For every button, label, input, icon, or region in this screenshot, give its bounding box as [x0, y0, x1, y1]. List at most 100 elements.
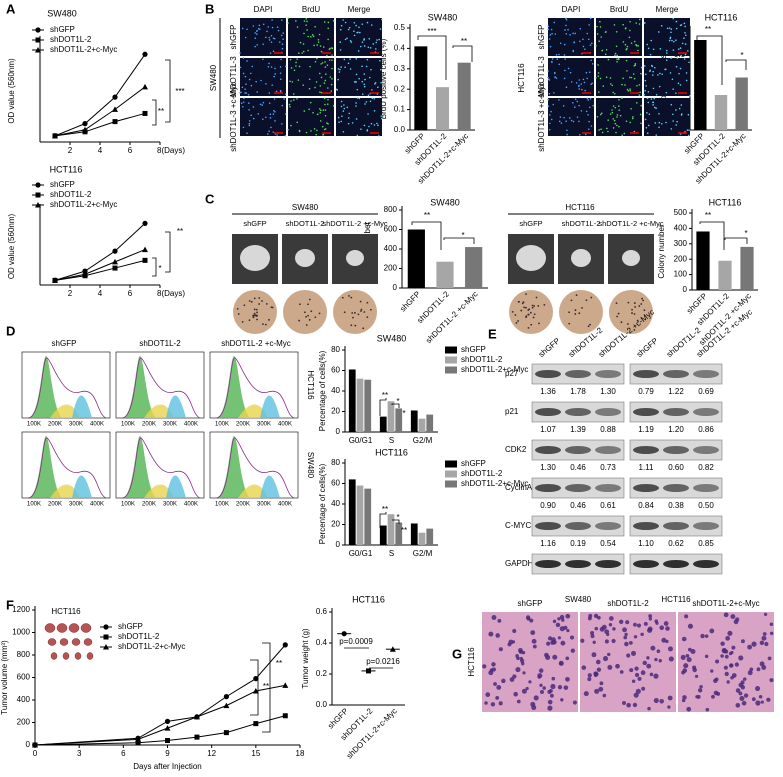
quant-value: 0.54 [600, 539, 616, 548]
cell-dot [366, 58, 369, 61]
cell-dot [367, 94, 370, 97]
nucleus [761, 635, 767, 641]
cell-dot [270, 34, 273, 37]
annotation: * [402, 409, 405, 418]
cell-dot [621, 83, 623, 86]
envelope [121, 437, 201, 499]
nucleus [491, 615, 497, 620]
bar [436, 261, 454, 288]
series-line [54, 53, 146, 137]
cell-dot [246, 60, 248, 62]
cell-dot [572, 120, 575, 123]
nucleus [641, 686, 646, 691]
legend-label: shDOT1L-2+c-Myc [50, 200, 117, 209]
nucleus [485, 692, 491, 698]
colony-dot [253, 312, 256, 315]
legend-label: shDOT1L-2+c-Myc [461, 365, 528, 374]
colony-dot [643, 309, 646, 312]
cell-dot [342, 19, 344, 21]
nucleus [634, 666, 639, 671]
cell-dot [320, 50, 323, 53]
marker [112, 119, 118, 125]
cell-dot [588, 24, 590, 26]
x-tick-label: 400K [184, 422, 198, 428]
cell-dot [302, 84, 305, 86]
colony-dot [633, 302, 636, 304]
cell-dot [675, 92, 677, 94]
cell-dot [361, 65, 363, 68]
cell-dot [640, 72, 642, 75]
cell-dot [268, 62, 270, 65]
tumor [83, 638, 93, 646]
y-tick-label: 600 [17, 673, 31, 682]
cell-dot [268, 39, 271, 41]
cell-dot [635, 22, 638, 24]
cell-dot [619, 114, 622, 117]
cell-dot [678, 72, 680, 75]
nucleus [710, 669, 714, 673]
cell-dot [652, 87, 655, 90]
cell-dot [310, 130, 312, 132]
nucleus [495, 633, 500, 638]
cell-dot [301, 52, 303, 54]
x-tick-label: 400K [90, 422, 104, 428]
cell-dot [303, 20, 306, 22]
cell-dot [637, 45, 639, 47]
cell-dot [685, 79, 688, 82]
x-tick-label: 300K [69, 422, 83, 428]
cell-dot [296, 121, 299, 124]
bar [387, 514, 395, 545]
panel-letter: F [6, 597, 14, 612]
bar [364, 379, 372, 432]
cell-dot [567, 28, 569, 31]
cell-dot [684, 131, 686, 133]
bar [718, 260, 732, 290]
micrograph [240, 18, 286, 56]
cell-dot [281, 19, 283, 21]
y-tick-label: 0 [393, 283, 398, 292]
nucleus [709, 628, 715, 634]
colony-dot [527, 313, 530, 316]
cell-dot [359, 45, 362, 48]
nucleus [520, 661, 525, 666]
cell-dot [548, 128, 551, 131]
bar [407, 229, 425, 288]
colony-dot [258, 303, 261, 305]
marker [366, 668, 371, 674]
nucleus [653, 698, 659, 704]
cell-dot [629, 20, 631, 23]
cell-dot [591, 42, 593, 45]
y-tick-label: 0 [336, 540, 341, 549]
g1-peak [122, 436, 156, 498]
cell-dot [342, 110, 345, 112]
x-tick-label: 400K [278, 502, 292, 508]
colony-dot [638, 305, 641, 307]
cell-dot [596, 25, 598, 28]
y-tick-label: 0.4 [394, 44, 406, 53]
cell-dot [357, 31, 359, 34]
nucleus [565, 656, 570, 661]
cell-dot [559, 116, 562, 118]
marker [82, 271, 88, 277]
marker [282, 642, 288, 648]
cell-dot [628, 36, 631, 39]
annotation: ** [461, 37, 467, 46]
x-tick-label: 400K [184, 502, 198, 508]
cell-dot [616, 124, 618, 127]
cell-dot [347, 117, 350, 119]
g2-peak [166, 475, 186, 498]
x-tick-label: 400K [278, 422, 292, 428]
cell-line-label: SW480 [565, 595, 592, 604]
cell-dot [555, 54, 558, 56]
bar [696, 231, 710, 290]
cell-dot [316, 57, 318, 60]
column-header: shGFP [52, 339, 77, 348]
cell-dot [241, 27, 244, 30]
colony-dot [351, 312, 354, 314]
nucleus [747, 670, 753, 676]
cell-dot [596, 33, 599, 35]
nucleus [731, 645, 736, 650]
y-axis-label: Colony number [657, 224, 666, 279]
cell-dot [655, 107, 657, 110]
band [693, 484, 719, 492]
